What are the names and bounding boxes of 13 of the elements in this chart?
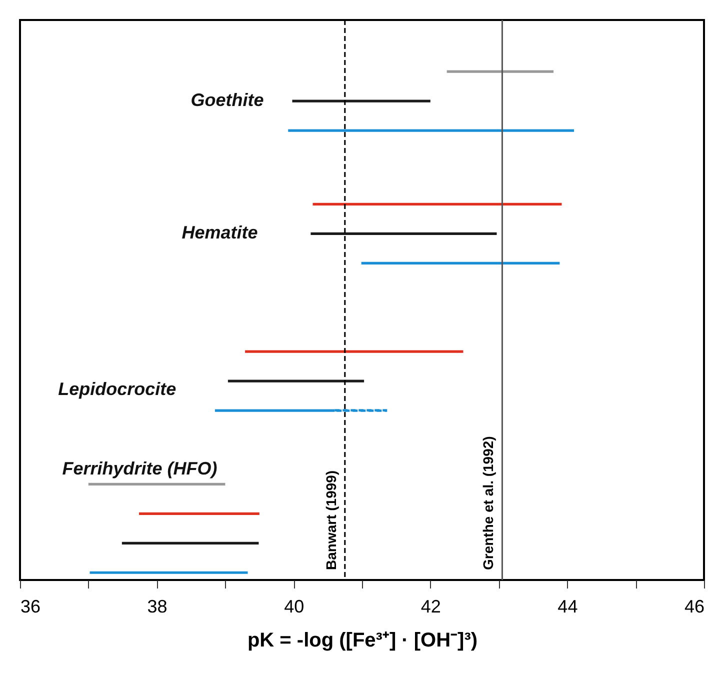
x-tick-label: 44 <box>558 596 578 616</box>
x-tick-label: 36 <box>20 596 41 616</box>
x-tick-label: 38 <box>147 596 168 616</box>
annotation: Lepidocrocite <box>58 378 176 399</box>
x-tick-label: 46 <box>684 596 704 616</box>
x-tick-label: 42 <box>420 596 441 616</box>
x-axis-title: pK = -log ([Fe³⁺] · [OH⁻]³) <box>247 630 478 652</box>
ref-line-label: Grenthe et al. (1992) <box>480 436 496 570</box>
ref-line-label: Banwart (1999) <box>322 470 339 570</box>
annotation: Ferrihydrite (HFO) <box>62 458 218 478</box>
annotation: Goethite <box>190 90 264 110</box>
x-tick-label: 40 <box>284 596 304 616</box>
annotation: Hematite <box>182 222 258 243</box>
